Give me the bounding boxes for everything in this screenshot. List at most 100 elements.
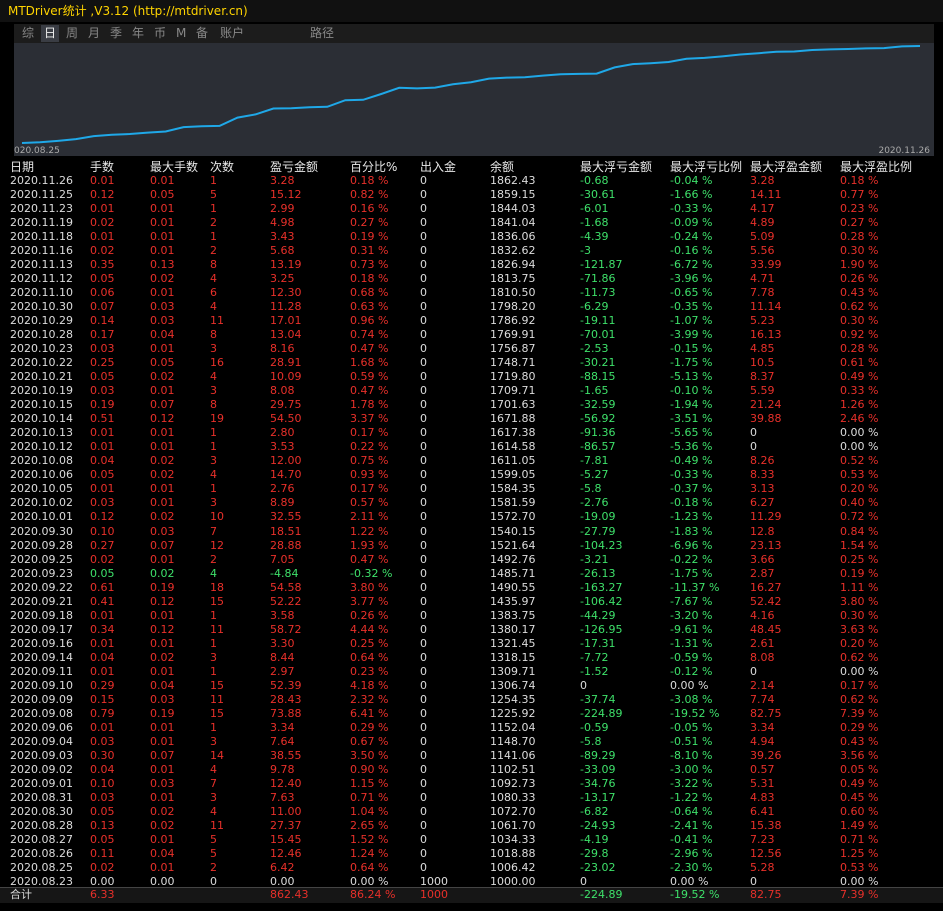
cell: 3.66 <box>750 552 775 566</box>
cell: 2020.09.04 <box>10 734 73 748</box>
cell: 2.46 % <box>840 412 879 426</box>
cell: 6.41 <box>750 804 775 818</box>
cell: 0 <box>420 790 427 804</box>
cell: -0.22 % <box>670 552 713 566</box>
cell: 2020.09.08 <box>10 706 73 720</box>
cell: 2020.09.16 <box>10 636 73 650</box>
cell: 18 <box>210 580 224 594</box>
cell: 2020.10.14 <box>10 412 73 426</box>
cell: 1709.71 <box>490 384 536 398</box>
cell: 8.08 <box>750 650 775 664</box>
cell: 0.05 <box>90 804 115 818</box>
cell: 0.00 % <box>670 875 709 888</box>
cell: 19 <box>210 412 224 426</box>
tab[interactable]: 季 <box>110 26 123 40</box>
tab[interactable]: 综 <box>22 26 35 40</box>
cell: 52.22 <box>270 594 302 608</box>
cell: 2020.11.19 <box>10 216 73 230</box>
cell: 0.04 <box>150 678 175 692</box>
cell: 0.28 % <box>840 230 879 244</box>
cell: 0 <box>420 762 427 776</box>
tab[interactable]: M <box>176 26 187 40</box>
tab[interactable]: 币 <box>154 26 167 40</box>
cell: -5.13 % <box>670 370 713 384</box>
cell: 0.53 % <box>840 860 879 874</box>
cell: 2020.09.22 <box>10 580 73 594</box>
cell: 0.27 % <box>350 216 389 230</box>
cell: 0.45 % <box>840 790 879 804</box>
cell: 0.17 % <box>350 426 389 440</box>
cell: 2 <box>210 552 217 566</box>
cell: -6.72 % <box>670 258 713 272</box>
cell: 11 <box>210 818 224 832</box>
cell: 0 <box>420 594 427 608</box>
cell: 0.16 % <box>350 202 389 216</box>
cell: -30.21 <box>580 356 616 370</box>
cell: 0.01 <box>150 496 175 510</box>
cell: 0 <box>420 244 427 258</box>
cell: -0.51 % <box>670 734 713 748</box>
cell: -0.33 % <box>670 468 713 482</box>
cell: 0 <box>420 384 427 398</box>
cell: 2020.11.10 <box>10 286 73 300</box>
tab[interactable]: 备 <box>196 26 209 40</box>
cell: 0.01 <box>150 440 175 454</box>
cell: 1254.35 <box>490 692 536 706</box>
cell: 14 <box>210 748 224 762</box>
cell: 38.55 <box>270 748 302 762</box>
tab[interactable]: 月 <box>88 26 101 40</box>
cell: 3.34 <box>270 720 295 734</box>
cell: 13.04 <box>270 328 302 342</box>
cell: 0 <box>420 412 427 426</box>
tab[interactable]: 路径 <box>310 26 335 40</box>
cell: 82.75 <box>750 706 782 720</box>
cell: 0.19 <box>90 398 115 412</box>
cell: 0.30 % <box>840 608 879 622</box>
cell: 4.17 <box>750 202 775 216</box>
tab[interactable]: 周 <box>66 26 79 40</box>
cell: 0.62 % <box>840 650 879 664</box>
cell: 1152.04 <box>490 720 536 734</box>
cell: 21.24 <box>750 398 782 412</box>
cell: 1148.70 <box>490 734 536 748</box>
cell: 5 <box>210 846 217 860</box>
tab[interactable]: 日 <box>41 25 60 42</box>
cell: 4 <box>210 370 217 384</box>
cell: 0.82 % <box>350 188 389 202</box>
cell: 0.01 <box>150 790 175 804</box>
cell: 0 <box>420 468 427 482</box>
cell: 2020.08.30 <box>10 804 73 818</box>
cell: -23.02 <box>580 860 616 874</box>
cell: 0 <box>420 426 427 440</box>
cell: 1061.70 <box>490 818 536 832</box>
cell: 3 <box>210 650 217 664</box>
cell: 2 <box>210 244 217 258</box>
cell: 1.54 % <box>840 538 879 552</box>
cell: -33.09 <box>580 762 616 776</box>
cell: 11 <box>210 622 224 636</box>
cell: 12 <box>210 538 224 552</box>
tab[interactable]: 账户 <box>220 26 245 40</box>
tab[interactable]: 年 <box>132 26 145 40</box>
cell: -0.09 % <box>670 216 713 230</box>
cell: 1.78 % <box>350 398 389 412</box>
cell: 3.50 % <box>350 748 389 762</box>
cell: 0 <box>420 188 427 202</box>
column-header: 最大浮盈金额 <box>750 160 823 174</box>
cell: 33.99 <box>750 258 782 272</box>
cell: 0 <box>420 748 427 762</box>
cell: 0.34 <box>90 622 115 636</box>
cell: 3.77 % <box>350 594 389 608</box>
column-header: 出入金 <box>420 160 457 174</box>
cell: 2020.09.17 <box>10 622 73 636</box>
cell: 0.59 % <box>350 370 389 384</box>
cell: 8 <box>210 258 217 272</box>
cell: 2020.08.31 <box>10 790 73 804</box>
cell: 0.12 <box>150 594 175 608</box>
cell: 28.43 <box>270 692 302 706</box>
cell: 0.02 <box>150 272 175 286</box>
cell: 0.01 <box>90 720 115 734</box>
cell: 14.11 <box>750 188 782 202</box>
cell: 0.17 % <box>350 482 389 496</box>
cell: -3 <box>580 244 591 258</box>
